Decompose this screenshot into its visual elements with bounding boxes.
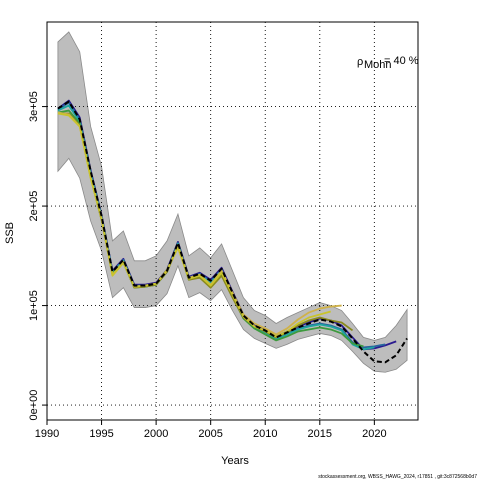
confidence-band-layer [57, 31, 408, 373]
rho-symbol: ρ [357, 56, 363, 68]
rho-subscript: Mohn [364, 59, 392, 71]
x-tick-label: 2020 [362, 428, 386, 440]
series-line-final-estimate [57, 100, 408, 364]
mohn-rho-annotation: ρ Mohn = 40 % [357, 55, 419, 71]
x-tick-label: 2005 [198, 428, 222, 440]
axis-layer: 1990 1995 2000 2005 2010 2015 2020 0e+00 1e+05 2e… [28, 91, 387, 440]
x-axis-label: Years [221, 455, 249, 467]
x-tick-label: 2000 [144, 428, 168, 440]
source-caption: stockassessment.org, WBSS_HAWG_2024, r17… [318, 474, 477, 480]
y-tick-label: 2e+05 [28, 191, 40, 222]
confidence-band [57, 31, 408, 373]
plot-frame [46, 21, 419, 421]
x-tick-label: 1995 [89, 428, 113, 440]
series-layer [57, 99, 408, 364]
y-axis-label: SSB [4, 222, 16, 244]
rho-value: = 40 % [384, 55, 419, 67]
y-tick-label: 1e+05 [28, 290, 40, 321]
x-tick-label: 2015 [308, 428, 332, 440]
x-tick-label: 2010 [253, 428, 277, 440]
y-tick-label: 3e+05 [28, 91, 40, 122]
x-tick-label: 1990 [35, 428, 59, 440]
y-tick-label: 0e+00 [28, 390, 40, 421]
